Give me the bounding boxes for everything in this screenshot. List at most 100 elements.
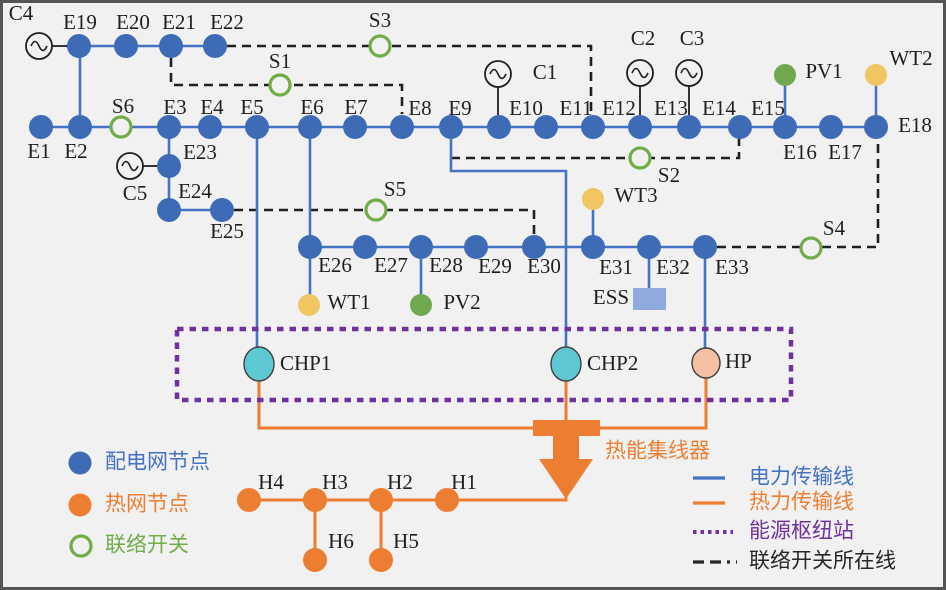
label-E33: E33 [715, 255, 749, 279]
label-E21: E21 [162, 10, 196, 34]
tie-line-s4-e33-e18 [717, 139, 880, 249]
heat-collector-stem [553, 436, 579, 461]
switch-S4 [799, 236, 823, 260]
node-E23 [157, 154, 181, 178]
legend-heat-node-icon [68, 493, 92, 517]
label-H5: H5 [393, 529, 419, 553]
label-E2: E2 [64, 139, 87, 163]
wt-node-WT1 [298, 294, 320, 316]
node-E10 [487, 115, 511, 139]
node-E9 [439, 115, 463, 139]
diagram-svg: C4 E19 E20 E21 E22 S3 S1 C1 C2 C3 PV1 WT… [9, 3, 933, 573]
legend-heat-node-label: 热网节点 [105, 493, 189, 516]
wt-node-WT2 [865, 64, 887, 86]
label-H2: H2 [387, 470, 413, 494]
heat-collector [533, 420, 600, 499]
node-E7 [343, 115, 367, 139]
heat-line-chp1-collector [257, 380, 533, 430]
pv-node-PV2 [410, 294, 432, 316]
node-E18 [864, 115, 888, 139]
node-H5 [369, 548, 393, 572]
energy-hub-box [174, 326, 794, 403]
node-E31 [581, 235, 605, 259]
label-CHP2: CHP2 [587, 351, 638, 375]
legend-tie-switch-icon [69, 534, 93, 558]
power-nodes [29, 34, 888, 259]
node-E26 [298, 235, 322, 259]
node-E21 [159, 34, 183, 58]
tie-switches [109, 34, 823, 260]
label-E23: E23 [183, 140, 217, 164]
node-E2 [68, 115, 92, 139]
label-S6: S6 [112, 94, 134, 118]
power-line-e9-chp2 [449, 127, 568, 349]
label-E1: E1 [27, 139, 50, 163]
heat-nodes [237, 488, 459, 572]
tie-line-s5-e25-e30 [234, 208, 536, 234]
sine-wave-icon [631, 67, 649, 79]
label-E28: E28 [429, 253, 463, 277]
label-E4: E4 [200, 95, 224, 119]
label-E22: E22 [210, 10, 244, 34]
label-E12: E12 [602, 96, 636, 120]
node-E5 [245, 115, 269, 139]
node-E11 [534, 115, 558, 139]
label-E18: E18 [898, 113, 932, 137]
label-E11: E11 [559, 96, 592, 120]
sine-wave-icon [121, 160, 139, 172]
node-E3 [157, 115, 181, 139]
label-WT3: WT3 [614, 183, 657, 207]
heat-collector-arrow-icon [539, 459, 593, 499]
generator-C5 [116, 152, 144, 180]
legend-power-node-label: 配电网节点 [105, 451, 210, 474]
label-WT2: WT2 [889, 46, 932, 70]
sine-wave-icon [30, 40, 48, 52]
label-E26: E26 [318, 253, 352, 277]
node-E28 [409, 235, 433, 259]
switch-S3 [368, 34, 392, 58]
label-S1: S1 [269, 49, 291, 73]
label-C5: C5 [123, 181, 148, 205]
node-E12 [581, 115, 605, 139]
label-E5: E5 [240, 95, 263, 119]
label-E13: E13 [654, 96, 688, 120]
label-PV1: PV1 [805, 59, 842, 83]
node-E29 [464, 235, 488, 259]
legend-tie-line-label: 联络开关所在线 [749, 550, 896, 573]
legend-energy-hub-label: 能源枢纽站 [749, 520, 854, 543]
label-E10: E10 [509, 96, 543, 120]
node-E32 [637, 235, 661, 259]
label-E17: E17 [828, 140, 862, 164]
label-E15: E15 [751, 96, 785, 120]
wt-node-WT3 [582, 188, 604, 210]
node-E16 [773, 115, 797, 139]
label-E20: E20 [116, 10, 150, 34]
node-E20 [114, 34, 138, 58]
generator-C1 [484, 60, 512, 88]
node-E6 [298, 115, 322, 139]
heat-collector-bar [533, 420, 600, 436]
legend-node-types: 配电网节点 热网节点 联络开关 [68, 451, 210, 558]
generator-C2 [626, 59, 654, 87]
heat-lines [249, 378, 708, 560]
labels: C4 E19 E20 E21 E22 S3 S1 C1 C2 C3 PV1 WT… [9, 3, 933, 553]
node-E4 [198, 115, 222, 139]
tie-line-s2-e9-e15 [451, 136, 741, 160]
pv-node-PV1 [774, 64, 796, 86]
node-E14 [677, 115, 701, 139]
label-CHP1: CHP1 [280, 351, 331, 375]
node-E19 [67, 34, 91, 58]
label-heat-collector: 热能集线器 [605, 440, 710, 463]
node-E8 [390, 115, 414, 139]
label-E7: E7 [344, 95, 367, 119]
label-E27: E27 [374, 253, 408, 277]
energy-hub-units [243, 288, 721, 382]
legend-tie-switch-label: 联络开关 [105, 534, 189, 557]
node-E15 [728, 115, 752, 139]
chp2-unit [550, 346, 582, 382]
label-S3: S3 [369, 8, 391, 32]
node-H3 [303, 488, 327, 512]
generator-C3 [675, 59, 703, 87]
label-H4: H4 [258, 470, 284, 494]
